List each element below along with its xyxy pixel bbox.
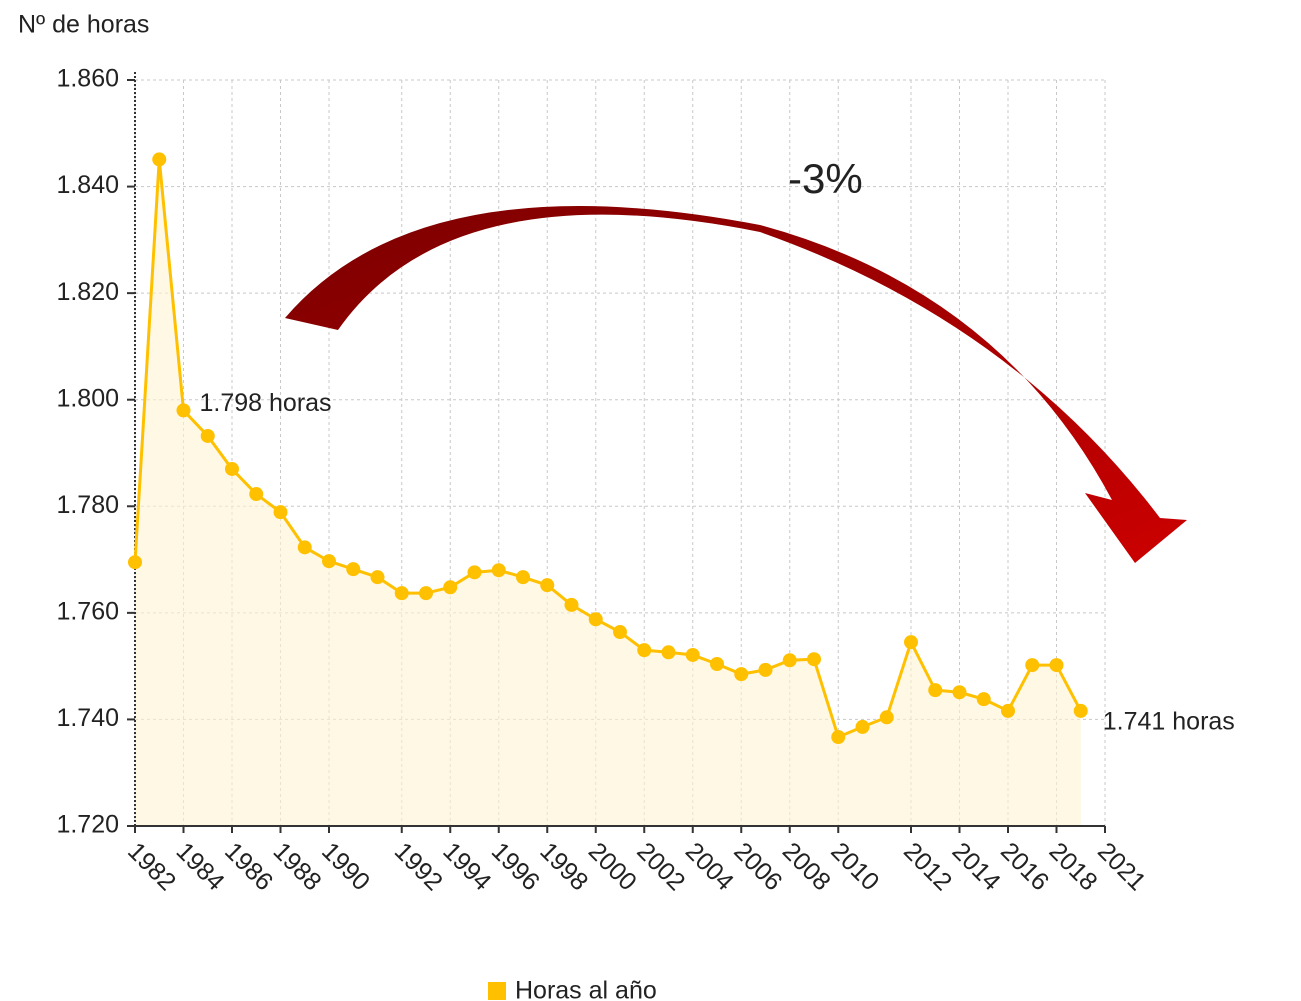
point [855,719,870,734]
x-tick-label: 1986 [219,837,278,896]
point [249,487,264,502]
y-tick-label: 1.820 [56,278,119,306]
point [758,662,773,677]
point [225,461,239,476]
legend-swatch [488,982,506,1000]
x-tick-label: 1994 [437,837,496,896]
x-tick-label: 1996 [486,837,545,896]
point [564,597,579,612]
line [133,159,1083,740]
x-tick-label: 2012 [898,837,957,896]
point [273,505,288,520]
x-tick-label: 2016 [995,837,1054,896]
y-tick-label: 1.780 [56,491,119,519]
x-tick-label: 1992 [389,837,448,896]
point [734,667,749,682]
x-tick-label: 1984 [171,837,230,896]
x-tick-label: 2006 [728,837,787,896]
point [807,652,821,667]
point [516,570,530,585]
point [952,685,967,700]
area [135,159,1081,826]
point [637,643,652,658]
point [685,647,700,662]
x-tick-label: 2008 [777,837,836,896]
point [370,570,385,585]
data-annotation: 1.741 horas [1103,708,1235,736]
point [879,710,894,725]
x-tick-label: 2000 [583,837,642,896]
y-tick-label: 1.720 [56,811,119,839]
y-tick-label: 1.840 [56,171,119,199]
x-tick-label: 1990 [316,837,375,896]
point [1001,703,1015,718]
y-tick-label: 1.860 [56,65,119,93]
point [710,657,724,672]
point [443,580,458,595]
point [1049,658,1064,673]
point [1073,703,1088,718]
y-tick-label: 1.800 [56,384,119,412]
point [346,562,361,577]
x-tick-label: 2004 [680,837,739,896]
point [419,586,433,601]
point [588,612,603,627]
point [661,645,676,660]
y-tick-label: 1.760 [56,597,119,625]
point [467,565,482,580]
x-tick-label: 2014 [947,837,1006,896]
point [1025,658,1040,673]
point [928,683,943,698]
point [322,554,336,569]
data-annotation: 1.798 horas [200,389,332,417]
point [152,152,167,167]
x-tick-label: 2002 [631,837,690,896]
point [540,578,555,593]
x-tick-label: 2010 [825,837,884,896]
x-tick-label: 2021 [1092,837,1151,896]
x-tick-label: 1988 [268,837,327,896]
y-axis-title: Nº de horas [18,11,149,39]
x-tick-label: 1982 [122,837,181,896]
point [200,428,215,443]
point [613,625,627,640]
point [831,730,846,745]
point [904,635,918,650]
x-tick-label: 2018 [1044,837,1103,896]
point [782,653,797,668]
change-annotation: -3% [788,155,863,202]
point [491,563,506,578]
x-tick-label: 1998 [534,837,593,896]
legend-label: Horas al año [515,977,657,1001]
point [976,692,991,707]
point [297,540,312,555]
point [128,555,142,570]
point [176,403,191,418]
y-tick-label: 1.740 [56,704,119,732]
point [394,586,409,601]
trend-arrow [285,206,1187,563]
